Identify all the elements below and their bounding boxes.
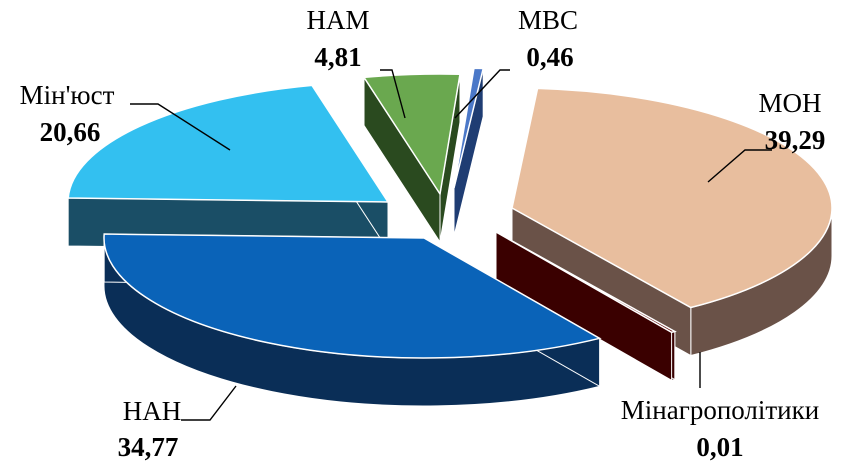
slice-label-nan: НАН [123,396,182,426]
slice-minjust [67,83,390,252]
slice-nan-top [103,233,602,359]
slice-value-mvs: 0,46 [526,42,573,72]
slice-minjust-top [67,84,390,203]
slice-value-nam: 4,81 [314,42,361,72]
slice-minahropolityky [495,231,677,382]
slices-layer [67,67,833,407]
leader-line-nam [380,69,406,119]
leader-line-nan [181,385,237,421]
slice-minahropolityky-top [495,231,677,334]
slice-value-minahropolityky: 0,01 [696,432,743,462]
leader-line-minjust [130,103,231,151]
slice-mvs [453,67,485,237]
slice-mvs-top [453,67,485,189]
slice-value-mon: 39,29 [765,125,826,155]
slice-value-nan: 34,77 [118,432,179,462]
leader-line-mon [707,149,772,183]
slice-mon-top [511,87,833,309]
slice-label-mvs: МВС [518,5,578,35]
slice-nam [362,73,461,244]
slice-value-minjust: 20,66 [40,117,101,147]
slice-nam-top [362,73,461,197]
slice-label-nam: НАМ [306,5,369,35]
slice-nan [103,233,602,407]
labels-layer: МОН 39,29 Мінагрополітики 0,01 НАН 34,77… [20,5,826,462]
slice-label-minahropolityky: Мінагрополітики [621,395,819,425]
leader-lines [130,69,772,421]
slice-label-minjust: Мін'юст [20,80,115,110]
slice-label-mon: МОН [758,88,821,118]
leader-line-mvs [454,69,510,119]
